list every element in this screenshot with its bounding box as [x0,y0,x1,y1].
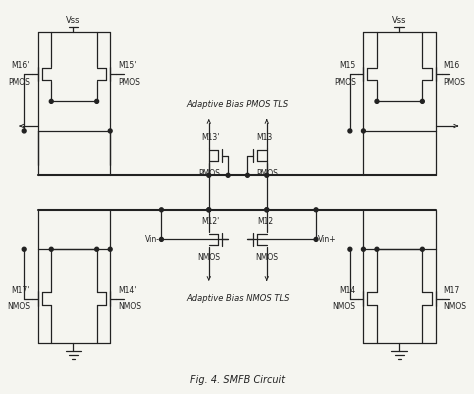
Circle shape [159,208,164,212]
Text: PMOS: PMOS [256,169,278,178]
Circle shape [420,99,424,103]
Text: PMOS: PMOS [118,78,140,87]
Circle shape [375,99,379,103]
Text: M16': M16' [12,61,30,70]
Text: NMOS: NMOS [7,303,30,312]
Text: Vin-: Vin- [145,235,159,244]
Text: M12: M12 [257,217,273,226]
Circle shape [420,247,424,251]
Text: M16: M16 [444,61,460,70]
Circle shape [348,129,352,133]
Text: Vss: Vss [392,17,406,26]
Text: M14': M14' [118,286,137,295]
Text: Adaptive Bias PMOS TLS: Adaptive Bias PMOS TLS [187,100,289,109]
Circle shape [362,129,365,133]
Text: PMOS: PMOS [198,169,220,178]
Text: M14: M14 [339,286,356,295]
Text: M17: M17 [444,286,460,295]
Circle shape [159,238,164,242]
Circle shape [22,129,26,133]
Circle shape [265,173,269,177]
Circle shape [348,247,352,251]
Text: Adaptive Bias NMOS TLS: Adaptive Bias NMOS TLS [186,294,290,303]
Text: PMOS: PMOS [334,78,356,87]
Circle shape [207,208,211,212]
Text: NMOS: NMOS [197,253,220,262]
Circle shape [314,238,318,242]
Text: NMOS: NMOS [444,303,466,312]
Text: Vss: Vss [66,17,81,26]
Text: PMOS: PMOS [444,78,465,87]
Text: M17': M17' [12,286,30,295]
Text: PMOS: PMOS [8,78,30,87]
Circle shape [207,173,211,177]
Text: M12': M12' [201,217,220,226]
Circle shape [265,208,269,212]
Circle shape [22,247,26,251]
Circle shape [207,208,211,212]
Text: M15: M15 [339,61,356,70]
Circle shape [95,247,99,251]
Text: M13': M13' [201,133,220,142]
Text: Fig. 4. SMFB Circuit: Fig. 4. SMFB Circuit [190,375,285,385]
Circle shape [49,247,53,251]
Circle shape [314,208,318,212]
Text: NMOS: NMOS [118,303,141,312]
Text: NMOS: NMOS [255,253,278,262]
Circle shape [226,173,230,177]
Circle shape [49,99,53,103]
Circle shape [95,99,99,103]
Circle shape [362,247,365,251]
Circle shape [246,173,249,177]
Circle shape [108,129,112,133]
Text: NMOS: NMOS [333,303,356,312]
Text: M13: M13 [257,133,273,142]
Circle shape [108,247,112,251]
Circle shape [375,247,379,251]
Text: M15': M15' [118,61,137,70]
Circle shape [265,208,269,212]
Text: Vin+: Vin+ [318,235,337,244]
